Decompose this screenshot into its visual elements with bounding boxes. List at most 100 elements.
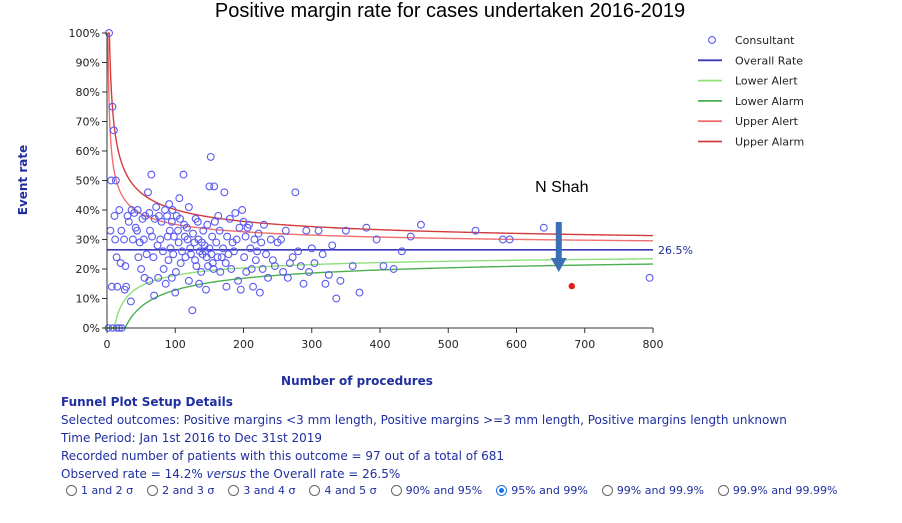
consultant-point xyxy=(107,282,116,291)
consultant-point xyxy=(288,253,297,262)
legend-label: Consultant xyxy=(735,34,795,47)
consultant-point xyxy=(379,262,388,270)
consultant-point xyxy=(372,235,381,244)
consultant-point xyxy=(165,226,174,235)
consultant-point xyxy=(120,235,129,244)
limit-option[interactable]: 99.9% and 99.99% xyxy=(717,484,838,497)
consultant-point xyxy=(220,188,229,197)
consultant-point xyxy=(227,265,236,273)
radio-unselected-icon[interactable] xyxy=(717,485,729,496)
legend-label: Upper Alarm xyxy=(735,136,804,149)
consultant-point xyxy=(277,235,285,244)
consultant-point xyxy=(314,226,323,235)
consultant-point xyxy=(348,262,357,270)
consultant-point xyxy=(134,253,143,262)
consultant-point xyxy=(109,126,118,135)
radio-unselected-icon[interactable] xyxy=(309,485,321,496)
consultant-point xyxy=(294,247,303,256)
limit-options: 1 and 2 σ 2 and 3 σ 3 and 4 σ 4 and 5 σ 90% … xyxy=(66,484,896,497)
consultant-point xyxy=(231,209,240,217)
consultant-point xyxy=(505,235,514,244)
radio-unselected-icon[interactable] xyxy=(66,485,77,496)
radio-unselected-icon[interactable] xyxy=(147,485,159,496)
consultant-point xyxy=(108,102,117,111)
consultant-point xyxy=(115,206,124,214)
consultant-point xyxy=(106,226,115,235)
consultant-point xyxy=(167,273,176,282)
consultant-point xyxy=(264,273,273,282)
recorded-patients-text: Recorded number of patients with this ou… xyxy=(61,449,505,463)
consultant-point xyxy=(203,220,212,229)
consultant-point xyxy=(318,250,327,259)
consultant-point xyxy=(355,288,364,297)
radio-selected-icon[interactable] xyxy=(496,485,508,496)
consultant-point xyxy=(262,250,270,259)
consultant-point xyxy=(164,256,173,265)
consultant-point xyxy=(171,288,180,297)
funnel-plot: Positive margin rate for cases undertake… xyxy=(16,0,804,388)
consultant-point xyxy=(341,226,350,235)
consultant-point xyxy=(270,262,279,270)
consultant-point xyxy=(310,259,319,268)
consultant-point xyxy=(179,170,188,179)
selected-outcomes-text: Selected outcomes: Positive margins <3 m… xyxy=(61,413,787,427)
limit-option[interactable]: 4 and 5 σ xyxy=(309,484,377,497)
consultant-point xyxy=(139,235,148,244)
consultant-point xyxy=(161,279,170,288)
limit-option[interactable]: 90% and 95% xyxy=(390,484,482,497)
consultant-point xyxy=(299,279,308,288)
consultant-point xyxy=(281,226,290,235)
consultant-point xyxy=(291,188,300,197)
consultant-point xyxy=(184,203,193,212)
radio-unselected-icon[interactable] xyxy=(601,485,613,496)
consultant-point xyxy=(471,226,480,235)
consultant-point xyxy=(205,182,214,191)
consultant-point xyxy=(124,217,133,226)
limit-option-label: 99.9% and 99.99% xyxy=(732,484,838,497)
y-tick-label: 80% xyxy=(76,86,100,99)
radio-unselected-icon[interactable] xyxy=(390,485,402,496)
limit-option[interactable]: 95% and 99% xyxy=(496,484,588,497)
highlight-arrow-head xyxy=(550,258,567,272)
consultant-point xyxy=(186,244,195,253)
consultant-point xyxy=(210,217,219,226)
consultant-point xyxy=(169,250,178,259)
consultant-point xyxy=(253,247,262,256)
chart-title: Positive margin rate for cases undertake… xyxy=(215,0,685,22)
limit-option[interactable]: 3 and 4 σ xyxy=(228,484,295,497)
consultant-point xyxy=(208,259,217,268)
consultant-point xyxy=(142,250,151,259)
consultant-point xyxy=(258,265,267,273)
consultant-point xyxy=(186,250,195,259)
consultant-point xyxy=(302,226,311,235)
consultant-point xyxy=(176,259,185,268)
limit-option-label: 2 and 3 σ xyxy=(162,484,215,497)
y-tick-label: 100% xyxy=(69,27,100,40)
radio-unselected-icon[interactable] xyxy=(228,485,240,496)
consultant-point xyxy=(214,211,223,220)
consultant-point xyxy=(251,256,260,265)
upper-alert-line xyxy=(106,32,654,242)
consultant-point xyxy=(321,279,330,288)
consultant-point xyxy=(362,223,371,232)
consultant-point xyxy=(232,235,241,244)
consultant-point xyxy=(260,220,268,229)
consultant-point xyxy=(192,262,201,270)
x-tick-label: 0 xyxy=(104,338,111,351)
axes: 0% 10% 20% 30% 40% 50% 60% 70% 80% 90% 100% 0 100 200… xyxy=(69,27,664,351)
limit-option[interactable]: 99% and 99.9% xyxy=(601,484,704,497)
consultant-point xyxy=(213,253,222,262)
limit-option-label: 3 and 4 σ xyxy=(243,484,296,497)
consultant-point xyxy=(174,238,183,247)
limit-option[interactable]: 2 and 3 σ xyxy=(147,484,214,497)
funnel-setup-details: Funnel Plot Setup Details Selected outco… xyxy=(61,393,891,483)
limit-option[interactable]: 1 and 2 σ xyxy=(66,484,133,497)
x-tick-label: 800 xyxy=(643,338,664,351)
legend-item: Lower Alarm xyxy=(698,95,804,108)
consultant-point xyxy=(152,203,161,212)
consultant-point xyxy=(207,250,216,259)
x-tick-label: 100 xyxy=(165,338,186,351)
consultant-point xyxy=(117,226,126,235)
consultant-point xyxy=(121,262,130,270)
consultant-point xyxy=(113,282,122,291)
